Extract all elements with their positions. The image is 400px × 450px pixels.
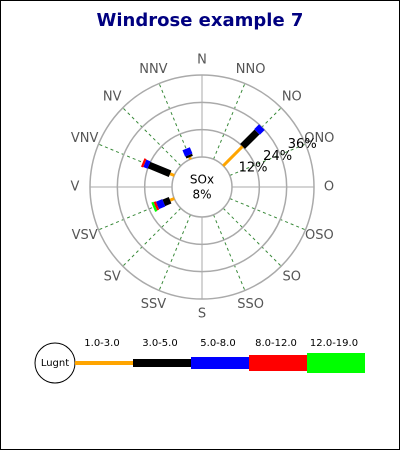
- direction-label: SSO: [237, 297, 264, 312]
- spoke: [213, 214, 246, 291]
- rose-segment: [155, 199, 166, 210]
- r-tick-label: 36%: [288, 137, 317, 152]
- rose-segment: [169, 197, 175, 202]
- legend-calm-label: Lugnt: [41, 358, 69, 369]
- spoke: [122, 107, 182, 167]
- r-tick-label: 12%: [239, 161, 268, 176]
- grid-circle: [89, 74, 315, 300]
- direction-label: N: [197, 53, 207, 68]
- legend-label: 5.0-8.0: [200, 338, 235, 349]
- legend-label: 1.0-3.0: [84, 338, 119, 349]
- spoke: [222, 207, 282, 267]
- spoke: [122, 207, 182, 267]
- direction-label: O: [324, 180, 334, 195]
- legend-label: 12.0-19.0: [310, 338, 358, 349]
- direction-label: SV: [104, 269, 121, 284]
- rose-segment: [162, 196, 172, 207]
- center-label: SOx: [190, 173, 214, 187]
- rose-segment: [254, 124, 265, 135]
- direction-label: V: [71, 180, 80, 195]
- chart-title: Windrose example 7: [97, 10, 304, 31]
- spoke: [158, 214, 191, 291]
- rose-segment: [140, 158, 147, 168]
- spoke: [229, 143, 306, 176]
- legend-swatch: [75, 361, 133, 365]
- rose-segment: [222, 145, 244, 167]
- legend-swatch: [133, 359, 191, 367]
- direction-label: OSO: [305, 228, 334, 243]
- direction-label: NNO: [236, 62, 266, 77]
- rose-segment: [153, 201, 160, 211]
- rose-segment: [185, 153, 193, 159]
- rose-segment: [182, 147, 193, 157]
- direction-label: SO: [283, 269, 301, 284]
- spoke: [213, 83, 246, 160]
- calm-label: 8%: [192, 188, 211, 202]
- spoke: [158, 83, 191, 160]
- rose-segment: [169, 172, 175, 177]
- direction-label: S: [198, 307, 206, 322]
- rose-segment: [188, 156, 192, 160]
- grid-circle: [116, 101, 288, 273]
- direction-label: VNV: [71, 131, 99, 146]
- legend-swatch: [249, 355, 307, 371]
- rose-segment: [143, 159, 151, 169]
- direction-label: NO: [282, 90, 302, 105]
- spoke: [229, 198, 306, 231]
- rose-segment: [151, 201, 158, 212]
- direction-label: VSV: [72, 228, 98, 243]
- legend-label: 3.0-5.0: [142, 338, 177, 349]
- direction-label: ONO: [304, 131, 334, 146]
- rose-segment: [147, 161, 172, 178]
- legend-label: 8.0-12.0: [255, 338, 297, 349]
- direction-label: NV: [103, 90, 122, 105]
- center-circle: [171, 156, 233, 218]
- direction-label: SSV: [141, 297, 167, 312]
- legend-swatch: [191, 357, 249, 369]
- r-tick-label: 24%: [263, 149, 292, 164]
- grid-circle: [143, 128, 261, 246]
- legend-swatch: [307, 353, 365, 373]
- rose-segment: [240, 129, 260, 149]
- direction-label: NNV: [139, 62, 167, 77]
